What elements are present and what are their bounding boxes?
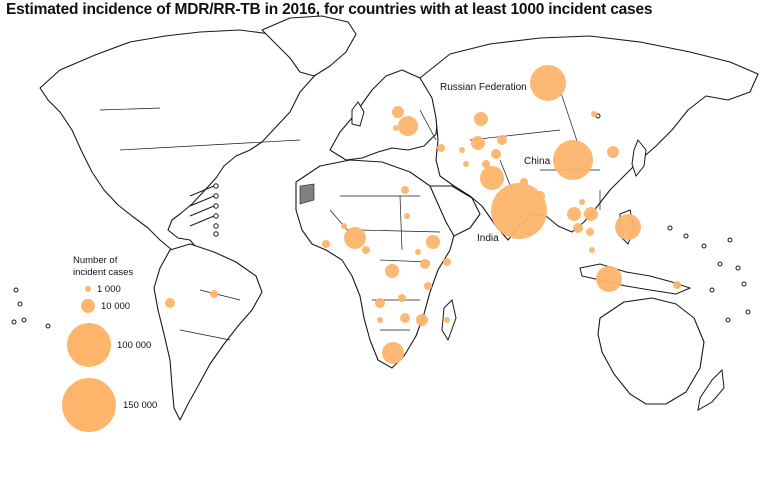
bubble-turkmenistan (459, 147, 465, 153)
bubble-ghana (322, 240, 330, 248)
legend-label-1000: 1 000 (97, 284, 121, 295)
bubble-mozambique (416, 314, 428, 326)
bubble-tanzania (424, 282, 432, 290)
bubble-drc (385, 264, 399, 278)
bubble-russian-federation (530, 65, 566, 101)
legend-title-line2: incident cases (73, 267, 133, 278)
arabian-peninsula (429, 185, 481, 237)
bubble-iran (463, 161, 469, 167)
north-america-landmass (39, 29, 319, 263)
bubble-myanmar (567, 207, 581, 221)
bubble-central-africa (404, 213, 410, 219)
bubble-mongolia (591, 111, 597, 117)
bubble-pakistan (480, 166, 504, 190)
legend-item-1000: 1 000 (85, 284, 121, 295)
bubble-uganda (415, 249, 421, 255)
legend-label-150000: 150 000 (123, 400, 157, 411)
legend-bubble-10000 (81, 299, 95, 313)
australia-landmass (597, 297, 705, 405)
europe-landmass (329, 69, 439, 161)
bubble-kazakhstan (474, 112, 488, 126)
bubble-png (673, 281, 681, 289)
bubble-cambodia (586, 228, 594, 236)
bubble-madagascar (444, 317, 450, 323)
label-india: India (477, 233, 499, 244)
bubble-kyrgyzstan (497, 135, 507, 145)
bubble-zambia (398, 294, 406, 302)
bubble-brazil (210, 290, 218, 298)
map-title: Estimated incidence of MDR/RR-TB in 2016… (6, 1, 653, 18)
bubble-nepal (520, 178, 528, 186)
bubble-cameroon (362, 246, 370, 254)
bubble-viet-nam (584, 207, 598, 221)
legend: Number of incident cases 1 000 10 000 10… (62, 255, 157, 432)
africa-landmass (295, 159, 457, 369)
bubble-bangladesh (535, 191, 545, 201)
bubble-uzbekistan (471, 136, 485, 150)
label-china: China (524, 156, 551, 167)
bubble-ethiopia (426, 235, 440, 249)
bubble-somalia (443, 258, 451, 266)
legend-item-10000: 10 000 (81, 299, 130, 313)
pacific-island-markers (11, 113, 751, 329)
bubble-thailand (573, 223, 583, 233)
greenland-landmass (261, 15, 357, 77)
bubble-azerbaijan (437, 144, 445, 152)
not-applicable-area (299, 183, 315, 205)
bubble-south-africa (382, 342, 404, 364)
legend-bubble-100000 (67, 323, 111, 367)
bubble-namibia (377, 317, 383, 323)
bubble-tajikistan (491, 149, 501, 159)
incidence-bubbles (165, 65, 681, 364)
japan-islands (631, 139, 647, 178)
bubble-nigeria (344, 227, 366, 249)
legend-label-10000: 10 000 (101, 301, 130, 312)
bubble-angola (375, 298, 385, 308)
legend-item-100000: 100 000 (67, 323, 151, 367)
new-zealand-islands (697, 368, 725, 411)
bubble-sudan (401, 186, 409, 194)
bubble-afghanistan (482, 160, 490, 168)
bubble-dprk (607, 146, 619, 158)
bubble-mali (341, 223, 347, 229)
legend-label-100000: 100 000 (117, 340, 151, 351)
legend-item-150000: 150 000 (62, 378, 157, 432)
legend-title-line1: Number of (73, 255, 118, 266)
bubble-indonesia (596, 266, 622, 292)
bubble-lao (579, 199, 585, 205)
label-russian-federation: Russian Federation (440, 82, 527, 93)
bubble-ukraine (398, 116, 418, 136)
uk-islands (351, 101, 365, 127)
south-america-landmass (153, 243, 263, 421)
bubble-peru (165, 298, 175, 308)
legend-bubble-150000 (62, 378, 116, 432)
bubble-kenya (420, 259, 430, 269)
bubble-china (553, 140, 593, 180)
bubble-philippines (615, 214, 641, 240)
bubble-zimbabwe (400, 313, 410, 323)
bubble-belarus (392, 106, 404, 118)
caribbean-island-markers (189, 183, 219, 237)
bubble-malaysia (589, 247, 595, 253)
bubble-india (491, 183, 547, 239)
bubble-moldova (393, 125, 399, 131)
legend-bubble-1000 (85, 286, 91, 292)
